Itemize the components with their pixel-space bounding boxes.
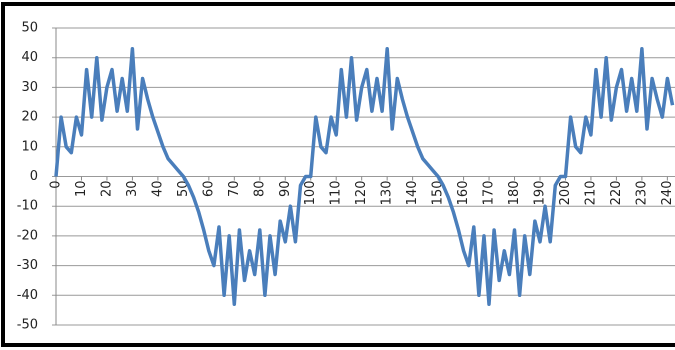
x-tick-label: 10: [74, 181, 89, 198]
x-tick-label: 190: [532, 181, 547, 206]
x-tick-label: 40: [150, 181, 165, 198]
x-tick-label: 170: [482, 181, 497, 206]
x-tick-label: 240: [660, 181, 675, 206]
x-tick-label: 200: [558, 181, 573, 206]
y-tick-label: -30: [17, 258, 38, 273]
x-tick-label: 210: [583, 181, 598, 206]
y-tick-label: -10: [17, 199, 38, 214]
x-tick-label: 220: [609, 181, 624, 206]
y-tick-label: -50: [17, 318, 38, 333]
y-tick-label: -20: [17, 228, 38, 243]
x-tick-label: 100: [303, 181, 318, 206]
x-tick-label: 90: [278, 181, 293, 198]
y-tick-label: 40: [21, 50, 38, 65]
y-tick-label: -40: [17, 288, 38, 303]
x-tick-label: 20: [99, 181, 114, 198]
x-tick-label: 140: [405, 181, 420, 206]
x-tick-label: 30: [125, 181, 140, 198]
x-tick-label: 0: [49, 181, 64, 189]
y-tick-label: 30: [21, 80, 38, 95]
x-tick-label: 70: [227, 181, 242, 198]
data-line: [54, 47, 675, 306]
x-tick-label: 130: [380, 181, 395, 206]
x-tick-label: 120: [354, 181, 369, 206]
y-tick-label: 20: [21, 110, 38, 125]
x-tick-label: 80: [252, 181, 267, 198]
x-tick-label: 230: [634, 181, 649, 206]
y-tick-label: 0: [30, 169, 38, 184]
y-tick-label: 10: [21, 139, 38, 154]
x-tick-label: 150: [431, 181, 446, 206]
y-tick-label: 50: [21, 21, 38, 36]
x-tick-label: 160: [456, 181, 471, 206]
x-tick-label: 60: [201, 181, 216, 198]
x-tick-label: 110: [329, 181, 344, 206]
x-tick-label: 180: [507, 181, 522, 206]
